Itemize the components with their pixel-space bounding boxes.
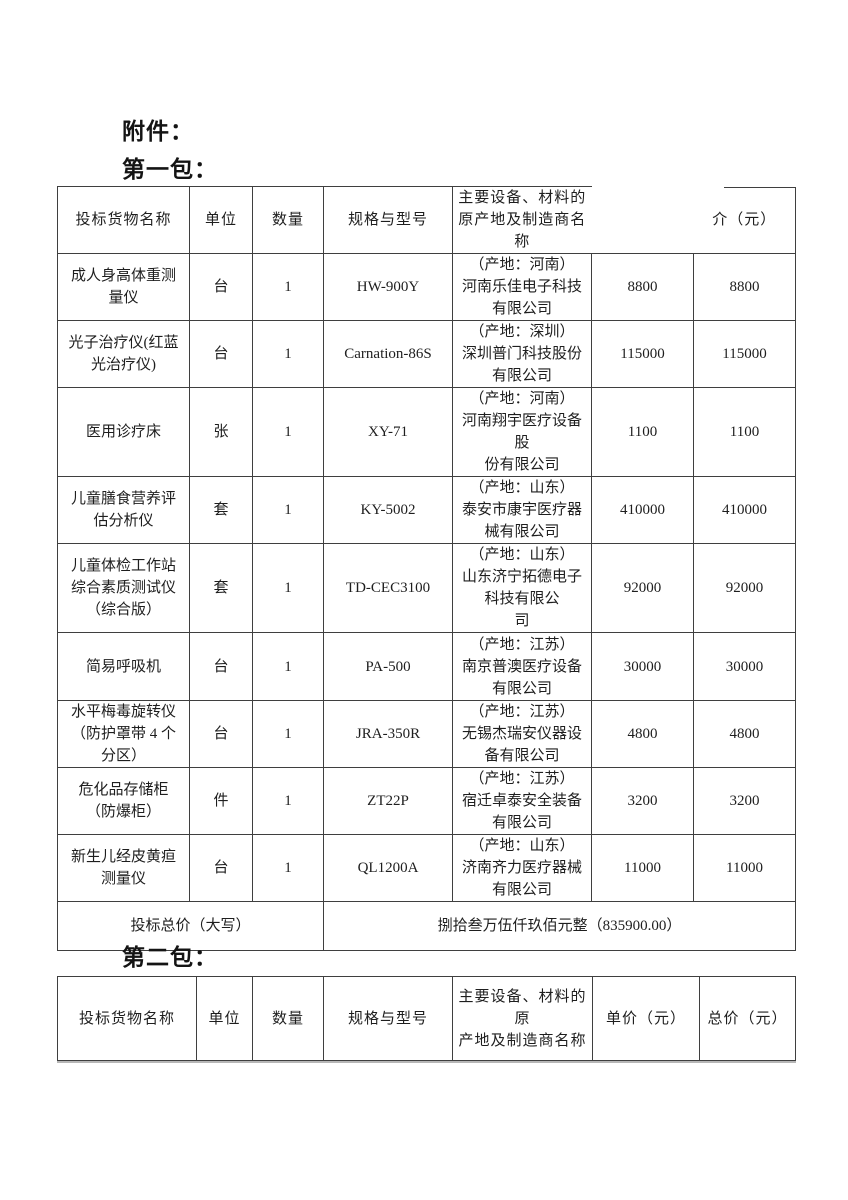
header-model: 规格与型号 — [323, 976, 453, 1061]
total-value: 捌拾叁万伍仟玖佰元整（835900.00） — [323, 901, 796, 951]
cell-qty: 1 — [252, 632, 324, 701]
cell-origin: （产地：江苏） 南京普澳医疗设备 有限公司 — [452, 632, 592, 701]
cell-goods-name: 光子治疗仪(红蓝 光治疗仪) — [57, 320, 190, 388]
cell-model: PA-500 — [323, 632, 453, 701]
table-row: 简易呼吸机 台 1 PA-500 （产地：江苏） 南京普澳医疗设备 有限公司 3… — [57, 632, 796, 701]
cell-total-price: 1100 — [693, 387, 796, 477]
header-unit-price: 单价（元） — [592, 976, 700, 1061]
cell-total-price: 11000 — [693, 834, 796, 902]
cell-unit-price: 1100 — [591, 387, 694, 477]
cell-qty: 1 — [252, 834, 324, 902]
cell-total-price: 3200 — [693, 767, 796, 835]
cell-unit: 套 — [189, 476, 253, 544]
cell-unit: 台 — [189, 834, 253, 902]
cell-unit: 件 — [189, 767, 253, 835]
cell-unit-price: 115000 — [591, 320, 694, 388]
cell-qty: 1 — [252, 387, 324, 477]
table-row: 光子治疗仪(红蓝 光治疗仪) 台 1 Carnation-86S （产地：深圳）… — [57, 320, 796, 388]
cell-unit: 台 — [189, 700, 253, 768]
cell-total-price: 4800 — [693, 700, 796, 768]
cell-qty: 1 — [252, 700, 324, 768]
table-row: 成人身高体重测 量仪 台 1 HW-900Y （产地：河南） 河南乐佳电子科技 … — [57, 253, 796, 321]
table-header-row: 投标货物名称 单位 数量 规格与型号 主要设备、材料的 原产地及制造商名 称 介… — [57, 186, 796, 254]
cell-model: QL1200A — [323, 834, 453, 902]
cell-total-price: 410000 — [693, 476, 796, 544]
cell-unit: 台 — [189, 253, 253, 321]
cell-model: XY-71 — [323, 387, 453, 477]
attachment-heading: 附件： — [122, 118, 194, 144]
cell-unit: 台 — [189, 320, 253, 388]
header-unit-price — [591, 186, 694, 254]
header-origin: 主要设备、材料的 原产地及制造商名 称 — [452, 186, 592, 254]
header-unit: 单位 — [196, 976, 253, 1061]
cell-goods-name: 危化品存储柜 （防爆柜） — [57, 767, 190, 835]
cell-unit-price: 11000 — [591, 834, 694, 902]
cell-goods-name: 新生儿经皮黄疸 测量仪 — [57, 834, 190, 902]
table-row: 儿童体检工作站 综合素质测试仪 （综合版） 套 1 TD-CEC3100 （产地… — [57, 543, 796, 633]
cell-goods-name: 成人身高体重测 量仪 — [57, 253, 190, 321]
header-goods-name: 投标货物名称 — [57, 186, 190, 254]
cell-goods-name: 简易呼吸机 — [57, 632, 190, 701]
total-row: 投标总价（大写） 捌拾叁万伍仟玖佰元整（835900.00） — [57, 901, 796, 951]
cell-origin: （产地：山东） 泰安市康宇医疗器 械有限公司 — [452, 476, 592, 544]
cell-model: ZT22P — [323, 767, 453, 835]
header-origin: 主要设备、材料的原 产地及制造商名称 — [452, 976, 593, 1061]
header-total-price: 介（元） — [693, 186, 796, 254]
cell-goods-name: 儿童膳食营养评 估分析仪 — [57, 476, 190, 544]
cell-goods-name: 水平梅毒旋转仪 （防护罩带 4 个 分区） — [57, 700, 190, 768]
cell-unit-price: 410000 — [591, 476, 694, 544]
header-qty: 数量 — [252, 186, 324, 254]
cell-goods-name: 医用诊疗床 — [57, 387, 190, 477]
cell-unit-price: 30000 — [591, 632, 694, 701]
cell-origin: （产地：河南） 河南乐佳电子科技 有限公司 — [452, 253, 592, 321]
package2-heading: 第二包： — [122, 944, 218, 970]
cell-qty: 1 — [252, 543, 324, 633]
cell-unit: 张 — [189, 387, 253, 477]
cell-goods-name: 儿童体检工作站 综合素质测试仪 （综合版） — [57, 543, 190, 633]
header-qty: 数量 — [252, 976, 324, 1061]
cell-model: TD-CEC3100 — [323, 543, 453, 633]
header-unit: 单位 — [189, 186, 253, 254]
table-row: 水平梅毒旋转仪 （防护罩带 4 个 分区） 台 1 JRA-350R （产地：江… — [57, 700, 796, 768]
cell-origin: （产地：江苏） 宿迁卓泰安全装备 有限公司 — [452, 767, 592, 835]
cell-total-price: 8800 — [693, 253, 796, 321]
cell-qty: 1 — [252, 767, 324, 835]
table-row: 儿童膳食营养评 估分析仪 套 1 KY-5002 （产地：山东） 泰安市康宇医疗… — [57, 476, 796, 544]
table-row: 医用诊疗床 张 1 XY-71 （产地：河南） 河南翔宇医疗设备股 份有限公司 … — [57, 387, 796, 477]
cell-model: KY-5002 — [323, 476, 453, 544]
table-row: 危化品存储柜 （防爆柜） 件 1 ZT22P （产地：江苏） 宿迁卓泰安全装备 … — [57, 767, 796, 835]
header-total-price: 总价（元） — [699, 976, 796, 1061]
cell-model: HW-900Y — [323, 253, 453, 321]
cell-model: JRA-350R — [323, 700, 453, 768]
total-label: 投标总价（大写） — [57, 901, 324, 951]
cell-unit: 套 — [189, 543, 253, 633]
header-model: 规格与型号 — [323, 186, 453, 254]
cell-unit-price: 8800 — [591, 253, 694, 321]
cell-total-price: 115000 — [693, 320, 796, 388]
package1-heading: 第一包： — [122, 156, 218, 182]
cell-unit-price: 4800 — [591, 700, 694, 768]
cell-model: Carnation-86S — [323, 320, 453, 388]
package1-table: 投标货物名称 单位 数量 规格与型号 主要设备、材料的 原产地及制造商名 称 介… — [57, 186, 796, 951]
cell-total-price: 92000 — [693, 543, 796, 633]
cell-unit: 台 — [189, 632, 253, 701]
table-row: 新生儿经皮黄疸 测量仪 台 1 QL1200A （产地：山东） 济南齐力医疗器械… — [57, 834, 796, 902]
cell-qty: 1 — [252, 253, 324, 321]
cell-unit-price: 92000 — [591, 543, 694, 633]
cell-total-price: 30000 — [693, 632, 796, 701]
cell-origin: （产地：河南） 河南翔宇医疗设备股 份有限公司 — [452, 387, 592, 477]
cell-origin: （产地：深圳） 深圳普门科技股份 有限公司 — [452, 320, 592, 388]
cell-origin: （产地：江苏） 无锡杰瑞安仪器设 备有限公司 — [452, 700, 592, 768]
cell-origin: （产地：山东） 山东济宁拓德电子 科技有限公 司 — [452, 543, 592, 633]
cell-qty: 1 — [252, 320, 324, 388]
cell-unit-price: 3200 — [591, 767, 694, 835]
cell-origin: （产地：山东） 济南齐力医疗器械 有限公司 — [452, 834, 592, 902]
cell-qty: 1 — [252, 476, 324, 544]
table-header-row: 投标货物名称 单位 数量 规格与型号 主要设备、材料的原 产地及制造商名称 单价… — [57, 976, 796, 1061]
header-goods-name: 投标货物名称 — [57, 976, 197, 1061]
package2-table: 投标货物名称 单位 数量 规格与型号 主要设备、材料的原 产地及制造商名称 单价… — [57, 976, 796, 1061]
